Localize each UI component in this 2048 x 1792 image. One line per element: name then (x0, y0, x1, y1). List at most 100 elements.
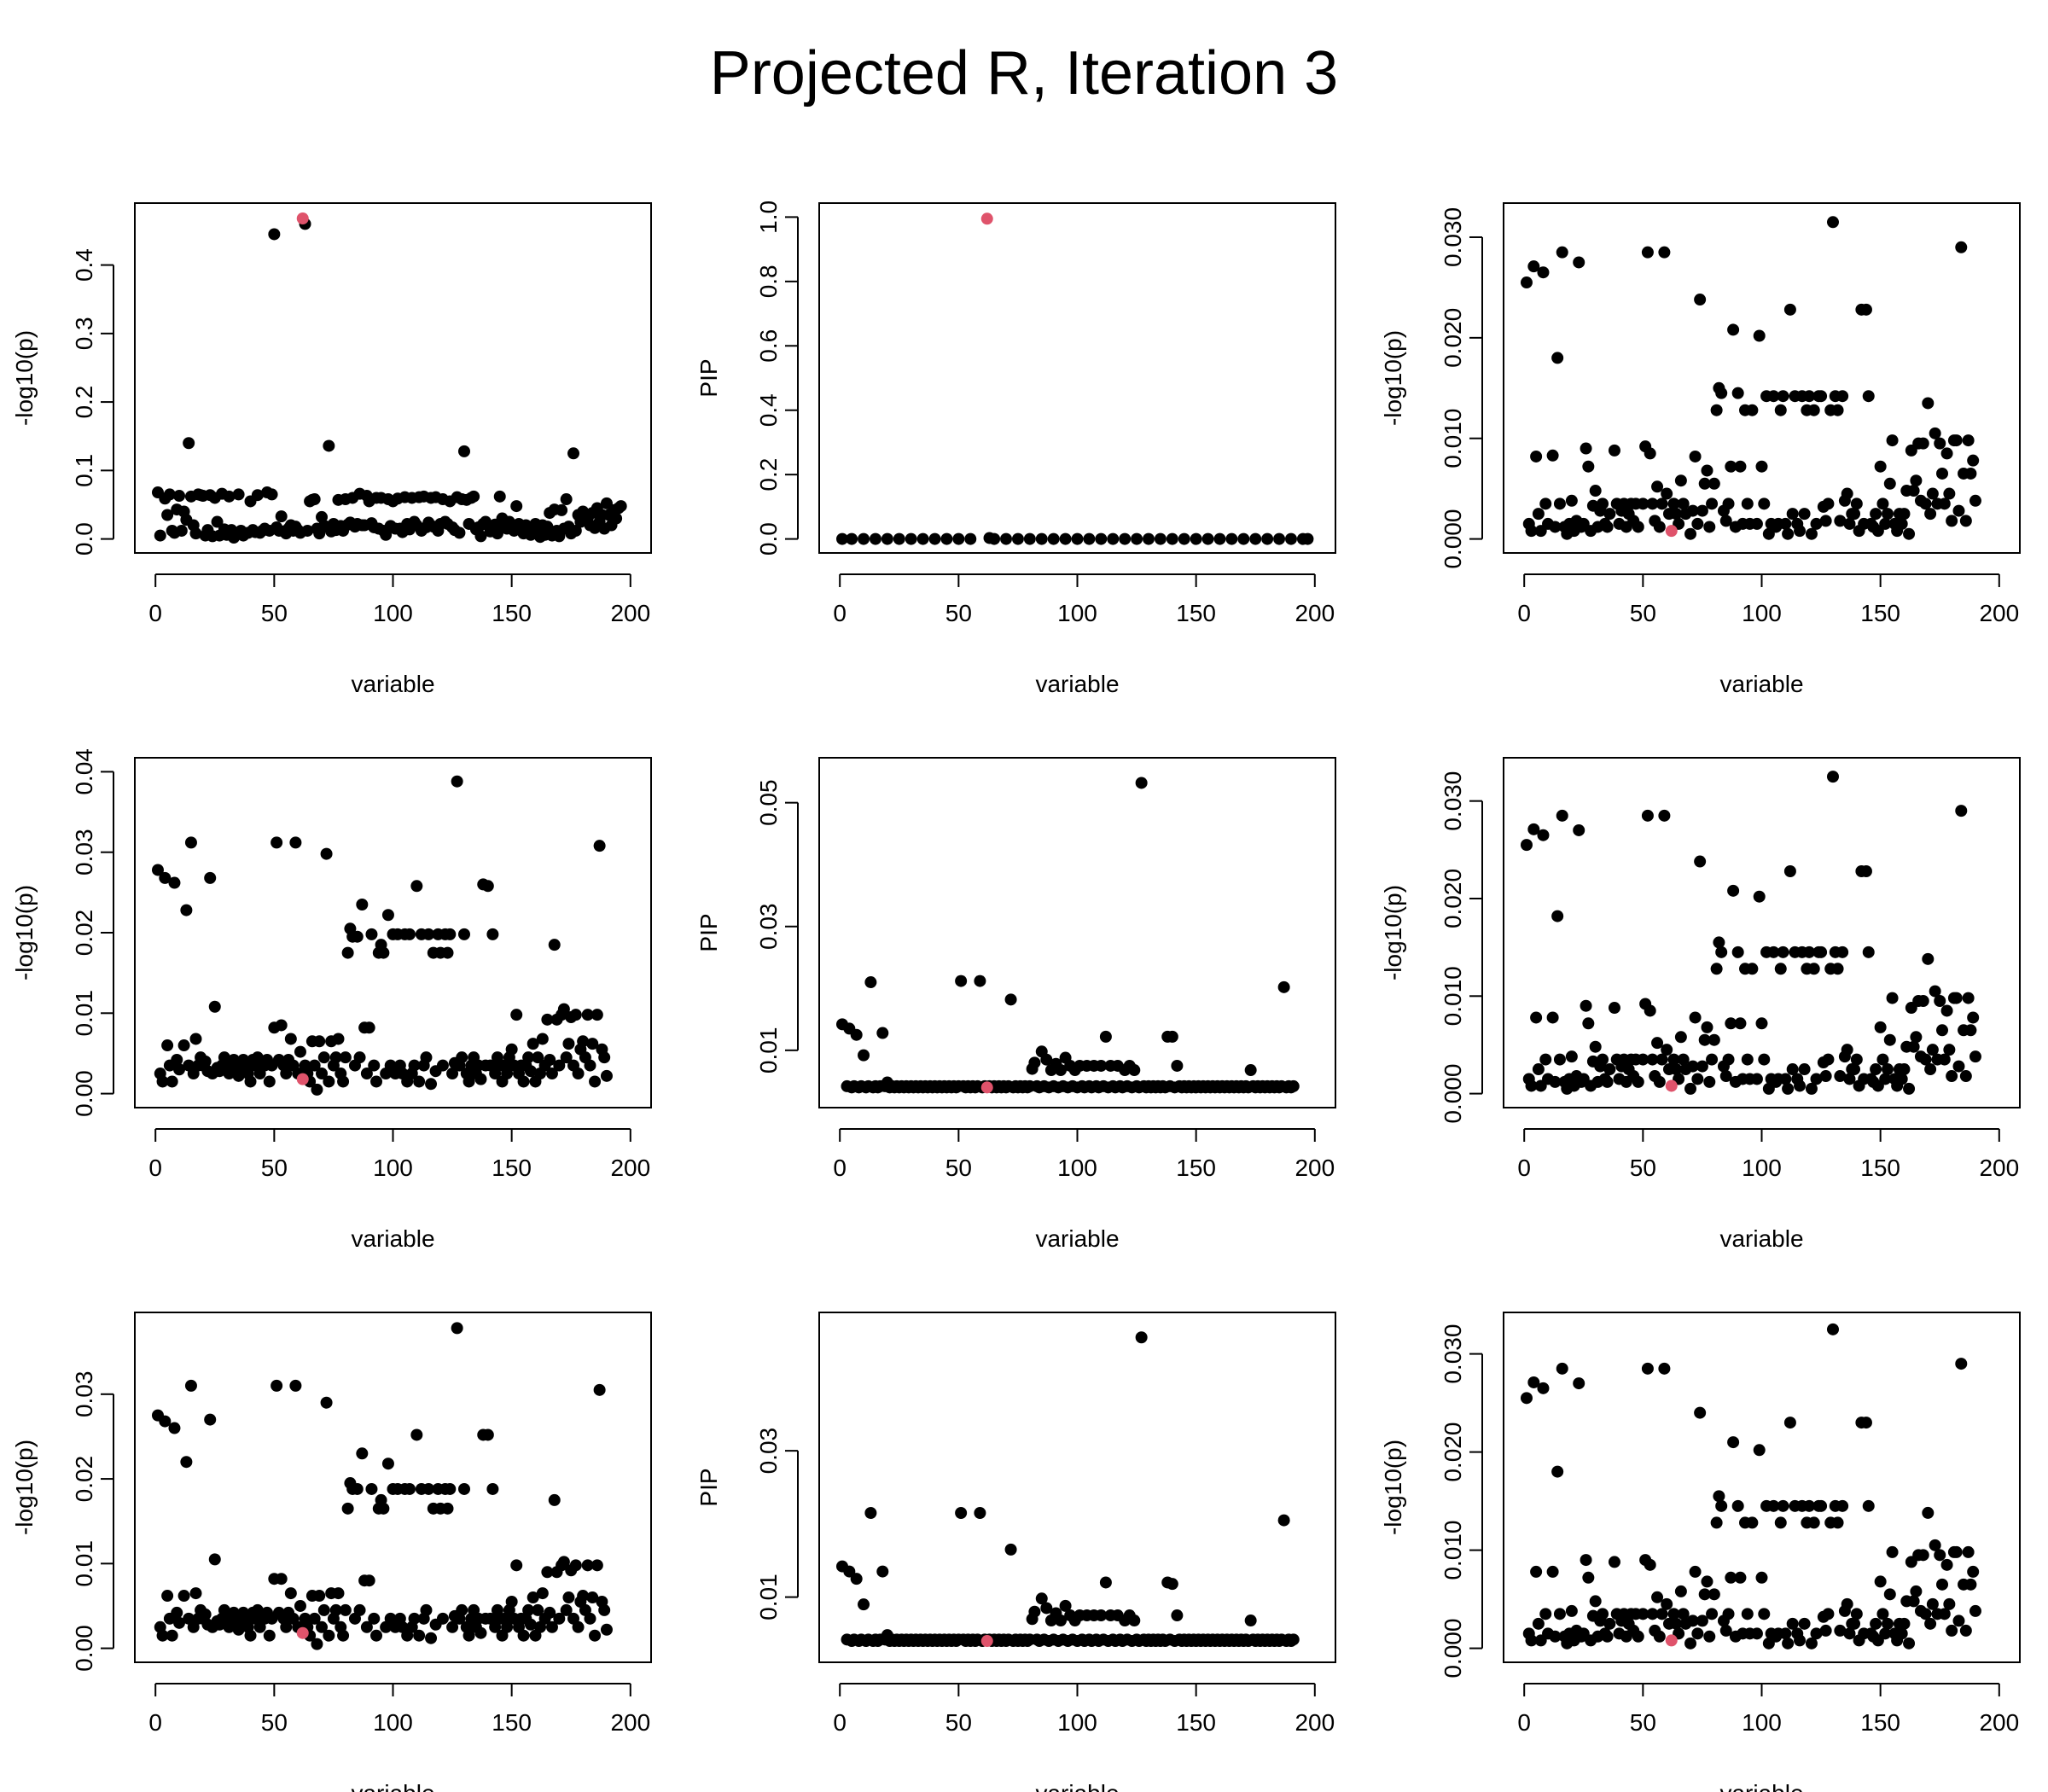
data-point (1753, 329, 1766, 342)
y-tick-label: 0.0 (755, 522, 782, 556)
x-tick-label: 50 (945, 1709, 972, 1736)
data-point (1273, 532, 1286, 545)
y-tick-label: 0.6 (755, 329, 782, 363)
panel-3: 0 50 100 150 200 0.000 0.010 0.020 0.030 variable… (1380, 202, 2021, 697)
data-point (1040, 1602, 1053, 1615)
data-point (1644, 447, 1656, 460)
data-point (323, 1629, 335, 1642)
data-point (1943, 1597, 1956, 1610)
data-point (1826, 216, 1839, 229)
data-point (1674, 1031, 1687, 1044)
data-point (1674, 1585, 1687, 1597)
data-point (1527, 260, 1540, 273)
data-point (1962, 992, 1975, 1004)
data-point (1850, 497, 1863, 510)
data-point (1698, 477, 1711, 490)
data-point (1670, 1063, 1683, 1076)
data-point (584, 1612, 596, 1625)
data-point (1244, 1615, 1257, 1627)
data-point (1225, 532, 1238, 545)
data-point (1597, 497, 1609, 510)
data-point (1886, 1545, 1899, 1558)
data-point (1876, 497, 1889, 510)
data-point (1964, 1578, 1977, 1591)
data-point (1653, 1630, 1666, 1643)
x-axis-label: variable (351, 1225, 434, 1252)
y-tick-label: 0.000 (1440, 509, 1466, 569)
data-point (1794, 1079, 1807, 1092)
data-point (446, 1620, 459, 1633)
data-point (1719, 1070, 1732, 1083)
data-point (1083, 532, 1096, 545)
data-point (1128, 1615, 1141, 1627)
plot-frame (1503, 757, 2021, 1108)
data-point (1850, 1053, 1863, 1066)
data-point (251, 489, 264, 502)
data-point (1753, 1444, 1766, 1457)
data-point (1565, 494, 1578, 507)
data-point (308, 493, 321, 506)
data-point (1603, 1063, 1616, 1076)
data-point (1099, 1576, 1112, 1589)
highlighted-point (1665, 1079, 1678, 1092)
data-point (1658, 246, 1671, 259)
data-point (316, 1620, 329, 1633)
y-tick-label: 0.00 (71, 1070, 97, 1117)
data-point (1710, 1516, 1723, 1529)
data-point (199, 1608, 212, 1620)
data-point (1822, 497, 1835, 510)
y-tick-label: 0.01 (71, 1540, 97, 1587)
data-point (1959, 515, 1972, 527)
data-point (1028, 1605, 1041, 1618)
data-point (955, 975, 968, 987)
data-point (1805, 1637, 1818, 1649)
y-tick-label: 0.0 (71, 522, 97, 556)
data-point (1822, 1608, 1835, 1620)
data-point (577, 1590, 590, 1603)
data-point (600, 1069, 613, 1082)
data-point (1546, 1011, 1559, 1024)
data-point (1805, 1082, 1818, 1095)
data-point (1934, 437, 1946, 450)
chart-title: Projected R, Iteration 3 (710, 39, 1338, 108)
data-point (591, 1559, 603, 1572)
data-point (1779, 1627, 1792, 1640)
data-point (553, 1059, 566, 1072)
data-point (916, 532, 929, 545)
data-point (156, 1075, 169, 1088)
data-point (1287, 1079, 1300, 1092)
data-point (1055, 1064, 1068, 1077)
data-point (1783, 303, 1796, 316)
data-point (1670, 1617, 1683, 1630)
data-point (408, 1059, 421, 1072)
data-point (1758, 1053, 1771, 1066)
data-point (955, 1507, 968, 1520)
data-point (1646, 1053, 1659, 1066)
data-point (180, 1456, 193, 1469)
x-tick-label: 200 (610, 1709, 650, 1736)
data-point (1917, 1549, 1929, 1562)
x-axis-label: variable (1719, 1780, 1803, 1792)
x-tick-label: 200 (1295, 1709, 1335, 1736)
data-point (204, 871, 217, 884)
data-point (974, 975, 986, 987)
data-point (223, 490, 236, 503)
data-point (1848, 508, 1861, 521)
data-point (317, 1051, 330, 1064)
data-point (474, 1626, 487, 1639)
data-point (1154, 532, 1167, 545)
data-point (323, 439, 335, 452)
data-point (408, 1612, 421, 1625)
data-point (1907, 1595, 1920, 1608)
data-point (159, 871, 172, 884)
data-point (1862, 945, 1875, 958)
data-point (1520, 276, 1533, 289)
y-axis-label: -log10(p) (11, 1440, 38, 1535)
data-point (1919, 497, 1932, 510)
data-point (425, 1632, 438, 1644)
data-point (1955, 805, 1968, 817)
data-point (1767, 945, 1780, 958)
data-point (1553, 1053, 1566, 1066)
x-tick-label: 0 (1517, 1709, 1531, 1736)
data-point (1696, 1615, 1708, 1627)
